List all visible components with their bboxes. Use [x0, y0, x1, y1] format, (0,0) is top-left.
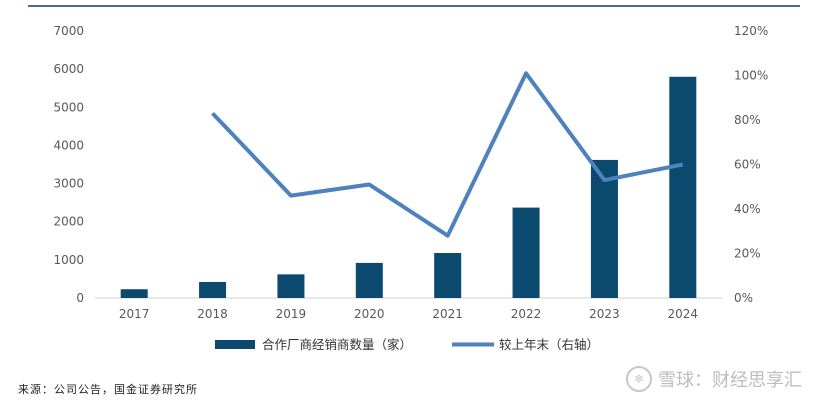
x-tick-label: 2020: [354, 307, 385, 321]
right-tick-label: 60%: [734, 158, 761, 172]
watermark: ❄ 雪球：财经思享汇: [626, 366, 802, 392]
x-tick-label: 2024: [668, 307, 699, 321]
left-tick-label: 3000: [53, 177, 84, 191]
bar: [512, 207, 540, 298]
bar: [277, 274, 305, 298]
left-tick-label: 6000: [53, 62, 84, 76]
left-tick-label: 1000: [53, 253, 84, 267]
legend-line-label: 较上年末（右轴）: [499, 337, 599, 352]
x-tick-label: 2023: [589, 307, 620, 321]
x-tick-label: 2017: [119, 307, 150, 321]
right-tick-label: 120%: [734, 24, 768, 38]
legend-bar-label: 合作厂商经销商数量（家）: [262, 337, 412, 352]
right-tick-label: 20%: [734, 247, 761, 261]
legend: 合作厂商经销商数量（家） 较上年末（右轴）: [215, 337, 599, 352]
legend-bar-swatch: [215, 340, 255, 349]
watermark-text: 雪球：财经思享汇: [658, 370, 802, 391]
left-tick-label: 0: [76, 291, 84, 305]
x-tick-label: 2021: [432, 307, 463, 321]
right-tick-label: 40%: [734, 202, 761, 216]
x-tick-label: 2018: [197, 307, 228, 321]
left-axis: 0 1000 2000 3000 4000 5000 6000 7000: [53, 24, 84, 305]
bar: [434, 252, 462, 298]
snowball-icon: ❄: [626, 366, 652, 392]
right-tick-label: 0%: [734, 291, 753, 305]
bar: [199, 281, 227, 298]
bar: [120, 289, 148, 298]
bar: [355, 262, 383, 298]
bar-series: [120, 76, 697, 299]
line-series: [211, 71, 684, 238]
left-tick-label: 5000: [53, 100, 84, 114]
left-tick-label: 4000: [53, 138, 84, 152]
left-tick-label: 2000: [53, 215, 84, 229]
right-tick-label: 80%: [734, 113, 761, 127]
right-tick-label: 100%: [734, 69, 768, 83]
x-tick-label: 2019: [276, 307, 307, 321]
right-axis: 0% 20% 40% 60% 80% 100% 120%: [734, 24, 768, 305]
source-note: 来源：公司公告，国金证券研究所: [18, 383, 198, 396]
left-tick-label: 7000: [53, 24, 84, 38]
x-axis: 2017 2018 2019 2020 2021 2022 2023 2024: [119, 307, 698, 321]
x-tick-label: 2022: [511, 307, 542, 321]
bar: [669, 76, 697, 299]
bar: [590, 159, 618, 298]
